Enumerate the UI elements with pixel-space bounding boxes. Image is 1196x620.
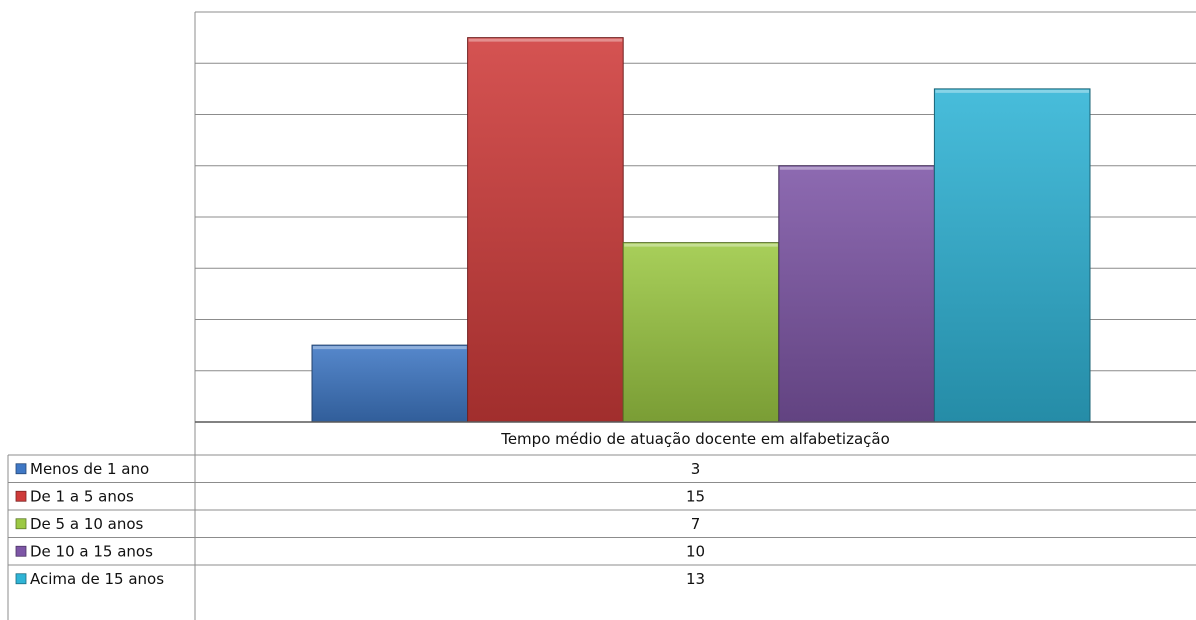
data-value-label: 15: [686, 487, 705, 505]
legend-label: De 5 a 10 anos: [30, 515, 144, 533]
legend-label: Menos de 1 ano: [30, 460, 149, 478]
data-value-label: 10: [686, 542, 705, 560]
legend-swatch: [15, 463, 27, 475]
bar-de-10-a-15-anos: [778, 165, 935, 423]
category-label: Tempo médio de atuação docente em alfabe…: [500, 430, 890, 448]
plot-frame: [194, 11, 1196, 620]
bars: [311, 37, 1091, 423]
data-value-label: 3: [691, 460, 701, 478]
legend-label: Acima de 15 anos: [30, 570, 164, 588]
bar-highlight: [313, 346, 467, 350]
legend-label: De 1 a 5 anos: [30, 487, 134, 505]
data-value-label: 7: [691, 515, 701, 533]
legend-label: De 10 a 15 anos: [30, 542, 153, 560]
legend-swatch: [15, 573, 27, 585]
bar-menos-de-1-ano: [311, 344, 469, 423]
legend-swatch: [15, 490, 27, 502]
bar-highlight: [624, 243, 778, 247]
bar-de-5-a-10-anos: [622, 242, 780, 423]
bar-highlight: [779, 166, 934, 170]
bar-highlight: [935, 89, 1089, 93]
data-table: Tempo médio de atuação docente em alfabe…: [7, 430, 1196, 620]
bar-highlight: [468, 38, 623, 42]
bar-de-1-a-5-anos: [467, 37, 624, 423]
bar-acima-de-15-anos: [933, 88, 1091, 423]
data-value-label: 13: [686, 570, 705, 588]
legend-swatch: [15, 518, 27, 530]
legend-swatch: [15, 545, 27, 557]
